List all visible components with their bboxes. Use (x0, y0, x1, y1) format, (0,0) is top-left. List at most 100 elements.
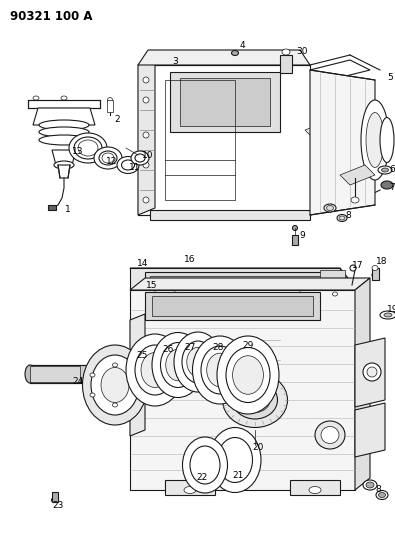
Ellipse shape (315, 421, 345, 449)
Polygon shape (58, 165, 70, 178)
Ellipse shape (231, 51, 239, 55)
Ellipse shape (135, 393, 140, 397)
Ellipse shape (309, 487, 321, 494)
Bar (292, 235, 298, 245)
Polygon shape (130, 290, 355, 490)
Bar (152, 296, 313, 316)
Polygon shape (130, 268, 348, 278)
Text: 24: 24 (72, 377, 84, 386)
Text: 13: 13 (72, 148, 84, 157)
Ellipse shape (378, 492, 386, 497)
Text: 17: 17 (352, 261, 364, 270)
Polygon shape (355, 338, 385, 407)
Polygon shape (355, 403, 385, 457)
Ellipse shape (363, 480, 377, 490)
Polygon shape (130, 314, 145, 436)
Bar (107, 100, 113, 112)
Ellipse shape (196, 280, 203, 286)
Ellipse shape (321, 426, 339, 443)
Ellipse shape (152, 292, 158, 296)
Bar (180, 78, 270, 126)
Ellipse shape (327, 206, 333, 211)
Ellipse shape (143, 97, 149, 103)
Text: 18: 18 (376, 257, 388, 266)
Ellipse shape (143, 132, 149, 138)
Bar (170, 72, 280, 132)
Ellipse shape (282, 49, 290, 55)
Text: 8: 8 (375, 486, 381, 495)
Polygon shape (355, 278, 370, 490)
Text: 16: 16 (184, 255, 196, 264)
Text: 5: 5 (387, 74, 393, 83)
Text: 29: 29 (242, 341, 254, 350)
Polygon shape (33, 108, 95, 125)
Bar (145, 292, 320, 320)
Text: 14: 14 (137, 259, 149, 268)
Ellipse shape (143, 197, 149, 203)
Ellipse shape (333, 292, 337, 296)
Polygon shape (138, 58, 155, 215)
Bar (165, 80, 235, 200)
Polygon shape (290, 480, 340, 495)
Ellipse shape (78, 140, 98, 156)
Ellipse shape (222, 373, 288, 427)
Ellipse shape (297, 292, 303, 296)
Ellipse shape (376, 490, 388, 499)
Ellipse shape (51, 497, 58, 503)
Text: 11: 11 (129, 164, 141, 173)
Ellipse shape (207, 353, 233, 387)
Bar (280, 55, 292, 73)
Text: 28: 28 (213, 343, 224, 351)
Text: 21: 21 (232, 471, 244, 480)
Text: 27: 27 (184, 343, 196, 351)
Text: 3: 3 (172, 58, 178, 67)
Polygon shape (165, 480, 215, 495)
Ellipse shape (233, 356, 263, 394)
Ellipse shape (187, 348, 209, 377)
Text: 6: 6 (389, 166, 395, 174)
Polygon shape (150, 210, 310, 220)
Ellipse shape (54, 161, 74, 169)
Ellipse shape (61, 96, 67, 100)
Ellipse shape (83, 345, 147, 425)
Text: 1: 1 (65, 206, 71, 214)
Ellipse shape (91, 355, 139, 415)
Bar (320, 270, 345, 290)
Ellipse shape (324, 204, 336, 212)
Ellipse shape (113, 403, 117, 407)
Ellipse shape (339, 216, 345, 220)
Ellipse shape (152, 333, 204, 398)
Text: 7: 7 (389, 183, 395, 192)
Ellipse shape (141, 352, 169, 387)
Ellipse shape (381, 181, 393, 189)
Ellipse shape (361, 100, 389, 180)
Polygon shape (310, 70, 375, 215)
Ellipse shape (126, 334, 184, 406)
Text: 4: 4 (239, 41, 245, 50)
Ellipse shape (182, 437, 228, 493)
Ellipse shape (240, 387, 270, 413)
Polygon shape (130, 268, 340, 290)
Ellipse shape (173, 292, 177, 296)
Text: 23: 23 (52, 500, 64, 510)
Text: 19: 19 (387, 305, 395, 314)
Text: 9: 9 (299, 230, 305, 239)
Polygon shape (52, 150, 76, 165)
Polygon shape (138, 50, 310, 65)
Text: 12: 12 (106, 157, 118, 166)
Ellipse shape (143, 162, 149, 168)
Ellipse shape (39, 135, 89, 145)
Ellipse shape (233, 381, 278, 419)
Text: 25: 25 (136, 351, 148, 359)
Text: 2: 2 (114, 116, 120, 125)
Polygon shape (28, 100, 100, 108)
Text: 22: 22 (196, 473, 208, 482)
Ellipse shape (366, 112, 384, 167)
Ellipse shape (366, 482, 374, 488)
Ellipse shape (217, 336, 279, 414)
Ellipse shape (384, 313, 392, 317)
Text: 20: 20 (252, 442, 264, 451)
Text: 10: 10 (142, 150, 154, 159)
Ellipse shape (351, 197, 359, 203)
Ellipse shape (380, 117, 394, 163)
